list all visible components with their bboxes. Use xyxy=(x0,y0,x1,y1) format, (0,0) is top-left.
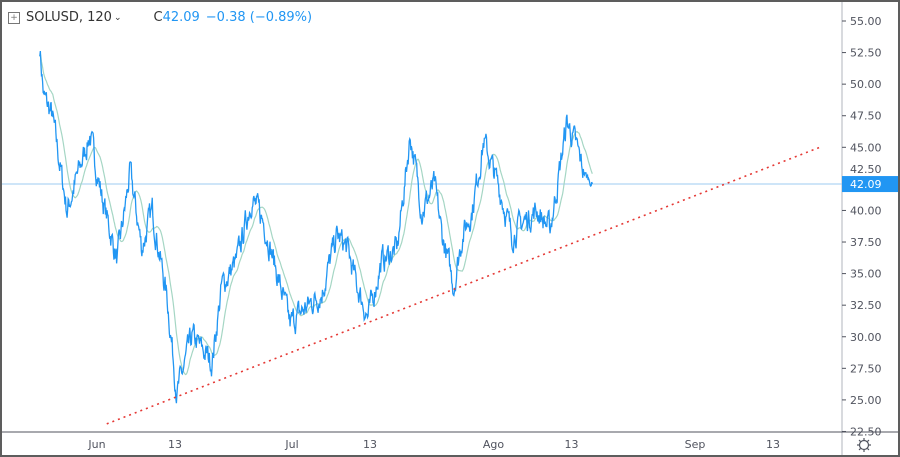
settings-icon-tooth xyxy=(867,448,870,451)
x-tick-label: Jul xyxy=(284,438,298,451)
y-tick-label: 45.00 xyxy=(850,141,882,154)
x-tick-label: 13 xyxy=(565,438,579,451)
x-tick-label: Jun xyxy=(87,438,105,451)
trendline xyxy=(106,146,821,425)
y-tick-label: 35.00 xyxy=(850,268,882,281)
chevron-down-icon[interactable]: ⌄ xyxy=(113,12,122,23)
change-value: −0.38 (−0.89%) xyxy=(205,10,313,25)
settings-icon[interactable] xyxy=(858,439,870,451)
series-price xyxy=(39,50,593,404)
y-tick-label: 42.50 xyxy=(850,163,882,176)
expand-icon[interactable]: + xyxy=(8,11,20,24)
y-tick-label: 55.00 xyxy=(850,15,882,28)
x-tick-label: 13 xyxy=(766,438,780,451)
close-label: C42.09 xyxy=(153,10,199,25)
last-price-label: 42.09 xyxy=(850,178,882,191)
y-tick-label: 50.00 xyxy=(850,78,882,91)
settings-icon-tooth xyxy=(858,448,861,451)
series-moving-average xyxy=(39,53,593,376)
settings-icon-tooth xyxy=(858,439,861,442)
y-tick-label: 27.50 xyxy=(850,362,882,375)
y-tick-label: 37.50 xyxy=(850,236,882,249)
x-tick-label: 13 xyxy=(168,438,182,451)
y-tick-label: 22.50 xyxy=(850,425,882,438)
y-tick-label: 30.00 xyxy=(850,331,882,344)
symbol-interval[interactable]: SOLUSD, 120 xyxy=(26,10,112,25)
y-tick-label: 40.00 xyxy=(850,204,882,217)
settings-icon-tooth xyxy=(867,439,870,442)
y-tick-label: 47.50 xyxy=(850,110,882,123)
chart-header: + SOLUSD, 120 ⌄ C42.09 −0.38 (−0.89%) xyxy=(8,10,312,25)
y-tick-label: 25.00 xyxy=(850,394,882,407)
close-prefix: C xyxy=(153,10,163,25)
y-tick-label: 52.50 xyxy=(850,47,882,60)
y-tick-label: 32.50 xyxy=(850,299,882,312)
last-price-badge xyxy=(842,176,898,193)
x-tick-label: 13 xyxy=(363,438,377,451)
close-value: 42.09 xyxy=(162,10,200,25)
x-tick-label: Sep xyxy=(685,438,706,451)
x-tick-label: Ago xyxy=(483,438,505,451)
